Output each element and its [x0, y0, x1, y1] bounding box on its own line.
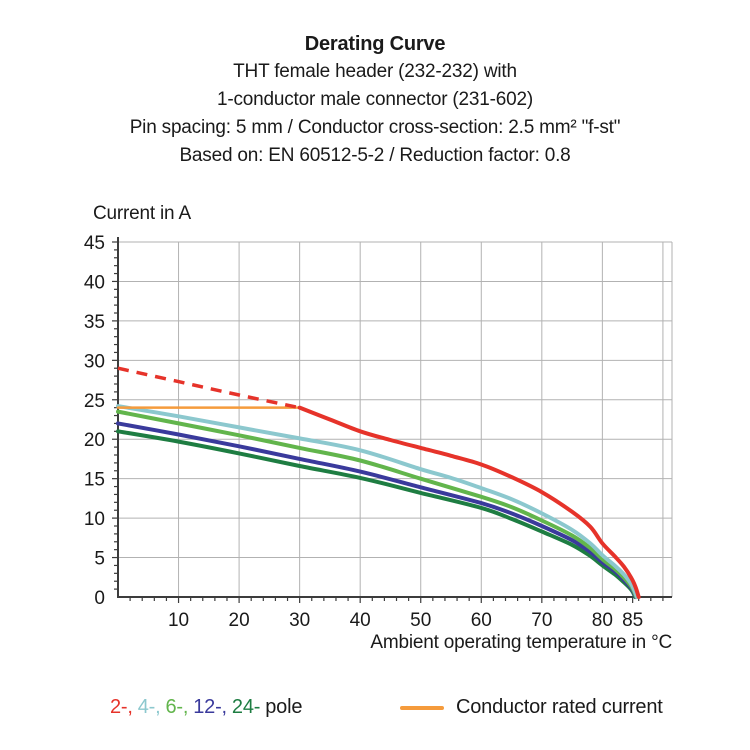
rated-current-label: Conductor rated current [456, 696, 663, 718]
y-axis-title: Current in A [93, 203, 191, 224]
curve-2-pole [297, 405, 641, 599]
y-tick-label: 0 [94, 588, 105, 609]
x-tick-label: 60 [471, 610, 492, 631]
x-tick-label: 80 [592, 610, 613, 631]
legend-rated-current: Conductor rated current [400, 696, 663, 719]
x-tick-label: 20 [229, 610, 250, 631]
chart-title: Derating Curve [304, 33, 446, 55]
x-tick-label: 50 [410, 610, 431, 631]
curve-12-pole [116, 421, 638, 599]
y-tick-label: 45 [84, 233, 105, 254]
legend: 2-, 4-, 6-, 12-, 24- pole Conductor rated cur… [0, 696, 750, 726]
chart-subtitle-2: 1-conductor male connector (231-602) [217, 89, 533, 110]
y-tick-label: 20 [84, 430, 105, 451]
y-tick-label: 5 [94, 549, 105, 570]
x-tick-label: 70 [531, 610, 552, 631]
curve-6-pole [116, 409, 639, 599]
tick-labels: 0 5 10 15 20 25 30 35 40 45 10 20 30 40 50 60 70 80 85 [84, 233, 643, 631]
y-tick-label: 30 [84, 351, 105, 372]
curves [116, 366, 641, 599]
legend-pole-6: 6-, [165, 696, 189, 718]
rated-current-line-swatch [400, 705, 444, 710]
y-tick-label: 10 [84, 509, 105, 530]
y-tick-label: 40 [84, 272, 105, 293]
x-tick-label: 30 [289, 610, 310, 631]
legend-pole-2: 2-, [110, 696, 133, 718]
x-tick-label: 40 [350, 610, 371, 631]
legend-pole-suffix: pole [265, 696, 303, 718]
chart-header: Derating Curve THT female header (232-23… [0, 30, 750, 170]
curve-4-pole [116, 404, 639, 599]
x-tick-label: 10 [168, 610, 189, 631]
chart-subtitle-4: Based on: EN 60512-5-2 / Reduction facto… [179, 145, 571, 166]
y-tick-label: 15 [84, 470, 105, 491]
x-tick-label: 85 [622, 610, 643, 631]
y-tick-label: 25 [84, 391, 105, 412]
legend-poles: 2-, 4-, 6-, 12-, 24- pole [110, 696, 307, 719]
legend-pole-24: 24- [231, 696, 261, 718]
curve-2-pole-conductor-limited- [117, 366, 300, 410]
legend-pole-12: 12-, [193, 696, 227, 718]
chart-subtitle-1: THT female header (232-232) with [233, 61, 517, 82]
legend-pole-4: 4-, [137, 696, 161, 718]
x-axis-title: Ambient operating temperature in °C [370, 632, 672, 653]
y-tick-label: 35 [84, 312, 105, 333]
chart-subtitle-3: Pin spacing: 5 mm / Conductor cross-sect… [129, 117, 621, 138]
